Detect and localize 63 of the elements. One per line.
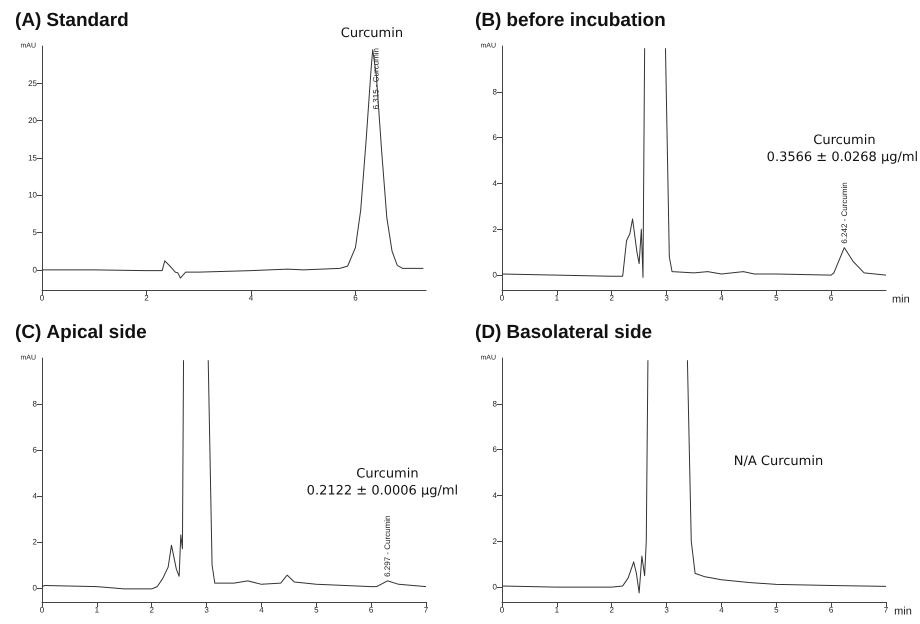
chart-title: (C) Apical side xyxy=(15,322,147,343)
x-tick-label: 0 xyxy=(500,294,505,302)
x-tick-label: 0 xyxy=(40,606,45,614)
x-tick-label: 1 xyxy=(554,606,560,614)
x-tick-label: 4 xyxy=(719,606,724,614)
chart-title: (A) Standard xyxy=(15,10,129,31)
y-tick-label: 20 xyxy=(28,116,38,126)
x-axis-title: min xyxy=(894,606,912,618)
x-tick-label: 3 xyxy=(204,606,210,614)
y-tick-label: 0 xyxy=(492,582,498,592)
x-tick-label: 4 xyxy=(248,294,254,302)
y-tick-label: 15 xyxy=(28,153,38,162)
x-tick-label: 5 xyxy=(774,294,780,302)
annotation: 6.242 - Curcumin xyxy=(840,182,849,244)
x-tick-label: 5 xyxy=(774,606,780,614)
y-tick-label: 8 xyxy=(492,87,498,96)
line-series xyxy=(42,49,424,279)
annotation: 0.2122 ± 0.0006 μg/ml xyxy=(306,483,458,498)
y-tick-label: 4 xyxy=(32,491,38,500)
x-tick-label: 4 xyxy=(719,294,724,302)
x-tick-label: 3 xyxy=(664,294,670,302)
y-tick-label: 6 xyxy=(492,445,498,454)
x-tick-label: 7 xyxy=(424,606,429,614)
y-tick-label: 5 xyxy=(32,228,38,238)
x-tick-label: 1 xyxy=(94,606,100,614)
y-tick-label: 0 xyxy=(32,265,38,274)
x-tick-label: 3 xyxy=(664,606,670,614)
x-tick-label: 6 xyxy=(828,294,834,302)
y-tick-label: 2 xyxy=(32,537,38,546)
x-tick-label: 6 xyxy=(353,294,358,302)
annotation: N/A Curcumin xyxy=(734,454,824,469)
x-tick-label: 4 xyxy=(259,606,264,614)
x-tick-label: 0 xyxy=(40,294,45,302)
y-tick-label: 6 xyxy=(32,445,38,454)
chart-title: (B) before incubation xyxy=(475,10,666,31)
x-tick-label: 2 xyxy=(149,606,154,614)
chart-title: (D) Basolateral side xyxy=(475,322,652,343)
y-tick-label: 4 xyxy=(492,490,498,500)
annotation: 6.297 - Curcumin xyxy=(382,516,392,577)
x-tick-label: 7 xyxy=(884,606,889,614)
text: Curcumin xyxy=(340,26,404,41)
annotation: 0.3566 ± 0.0268 μg/ml xyxy=(766,150,918,166)
x-tick-label: 5 xyxy=(314,606,320,614)
y-tick-label: 10 xyxy=(28,190,38,200)
annotation: Curcumin xyxy=(356,466,419,482)
y-tick-label: 2 xyxy=(492,224,498,234)
y-tick-label: 6 xyxy=(492,133,498,142)
annotation: Curcumin xyxy=(813,133,876,148)
x-tick-label: 1 xyxy=(554,294,560,302)
x-tick-label: 2 xyxy=(144,294,150,302)
y-tick-label: 2 xyxy=(492,536,498,546)
x-tick-label: 2 xyxy=(609,294,614,302)
y-tick-label: 4 xyxy=(492,178,498,188)
y-tick-label: 0 xyxy=(492,270,498,280)
y-tick-label: 8 xyxy=(32,399,38,408)
x-tick-label: 0 xyxy=(500,606,505,614)
x-tick-label: 6 xyxy=(828,606,834,614)
y-tick-label: 0 xyxy=(32,583,38,592)
x-tick-label: 6 xyxy=(368,606,374,614)
x-axis-title: min xyxy=(892,294,910,306)
x-tick-label: 2 xyxy=(609,606,614,614)
y-tick-label: 25 xyxy=(28,78,38,88)
y-tick-label: 8 xyxy=(492,399,498,408)
